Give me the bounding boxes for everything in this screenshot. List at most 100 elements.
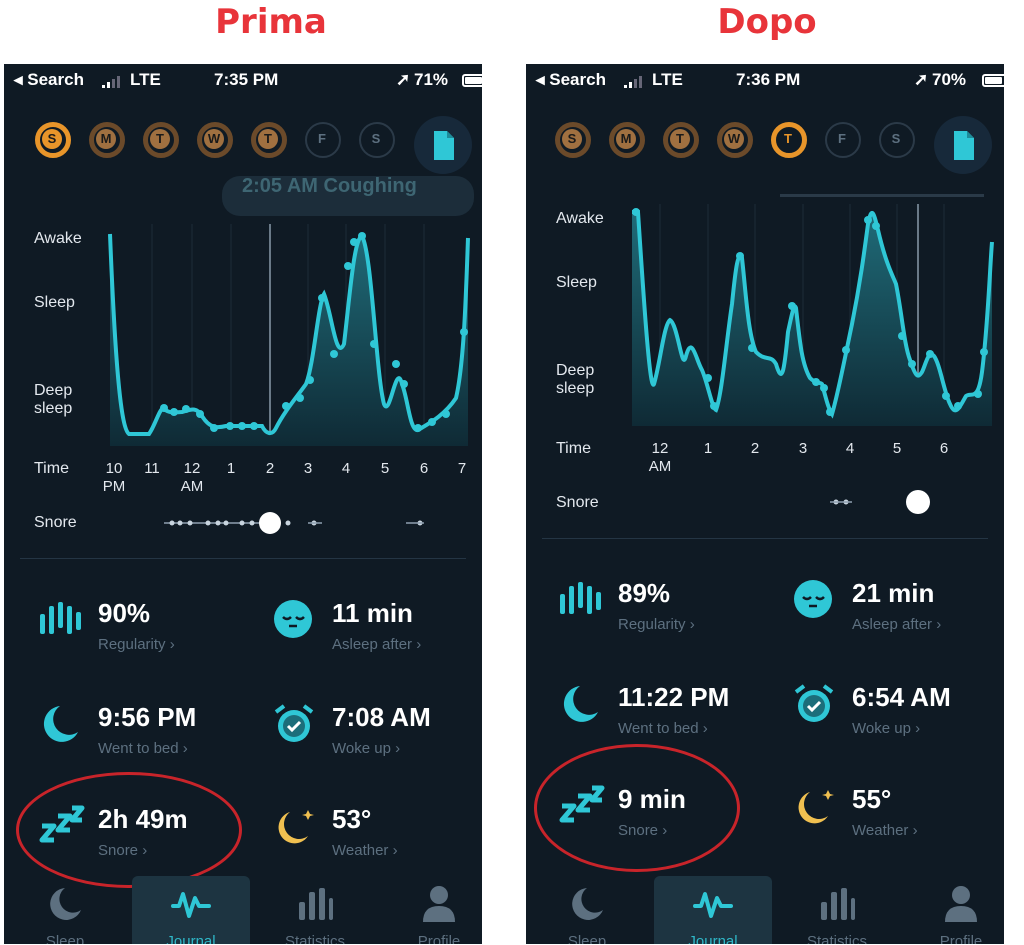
alarm-clock-icon	[274, 704, 314, 742]
tab-profile[interactable]: Profile	[902, 876, 1004, 944]
y-label-awake: Awake	[34, 230, 82, 247]
x-tick: 4	[341, 460, 351, 477]
x-tick: 6	[939, 440, 949, 457]
stat-asleep-after[interactable]: 11 min Asleep after ›	[272, 598, 482, 668]
weather-label: Weather ›	[332, 842, 398, 859]
heading-before: Prima	[215, 2, 327, 42]
heading-after: Dopo	[717, 2, 817, 42]
day-sat[interactable]: S	[359, 122, 395, 158]
stat-regularity[interactable]: 90% Regularity ›	[38, 598, 258, 668]
day-mon[interactable]: M	[609, 122, 645, 158]
y-label-deep: Deep sleep	[34, 382, 73, 417]
report-button[interactable]	[934, 116, 992, 174]
stat-woke-up[interactable]: 6:54 AM Woke up ›	[792, 682, 1004, 752]
document-icon	[434, 131, 454, 160]
day-thu[interactable]: T	[251, 122, 287, 158]
stat-went-to-bed[interactable]: 11:22 PM Went to bed ›	[558, 682, 778, 752]
asleep-after-label: Asleep after ›	[332, 636, 422, 653]
tab-journal[interactable]: Journal	[654, 876, 772, 944]
divider	[20, 558, 466, 559]
stat-regularity[interactable]: 89% Regularity ›	[558, 578, 778, 648]
status-carrier[interactable]: ◂ Search	[536, 70, 606, 89]
tab-sleep[interactable]: Sleep	[6, 876, 124, 944]
day-mon[interactable]: M	[89, 122, 125, 158]
regularity-icon	[560, 582, 601, 614]
stat-woke-up[interactable]: 7:08 AM Woke up ›	[272, 702, 482, 772]
tab-profile[interactable]: Profile	[380, 876, 482, 944]
day-sun[interactable]: S	[555, 122, 591, 158]
moon-icon	[572, 888, 603, 920]
regularity-value: 90%	[98, 598, 151, 628]
time-label: Time	[556, 440, 591, 457]
tab-statistics[interactable]: Statistics	[778, 876, 896, 944]
sleep-graph	[108, 224, 470, 446]
regularity-value: 89%	[618, 578, 671, 608]
bar-chart-icon	[821, 888, 855, 920]
location-icon: ➚	[914, 70, 929, 89]
status-battery: 70%	[932, 70, 967, 89]
alarm-clock-icon	[794, 684, 834, 722]
pulse-icon	[693, 892, 733, 918]
x-tick: 7	[457, 460, 467, 477]
day-thu[interactable]: T	[771, 122, 807, 158]
weather-value: 53°	[332, 804, 372, 834]
y-label-sleep: Sleep	[556, 274, 597, 291]
status-carrier[interactable]: ◂ Search	[14, 70, 84, 89]
day-fri[interactable]: F	[825, 122, 861, 158]
sleep-graph	[632, 204, 994, 426]
tab-bar: Sleep Journal Statistics Profile	[4, 876, 482, 944]
snore-cursor	[259, 512, 281, 534]
stat-went-to-bed[interactable]: 9:56 PM Went to bed ›	[38, 702, 258, 772]
report-button[interactable]	[414, 116, 472, 174]
woke-up-value: 6:54 AM	[852, 682, 951, 712]
stat-weather[interactable]: 55° Weather ›	[792, 784, 1004, 854]
tab-bar: Sleep Journal Statistics Profile	[526, 876, 1004, 944]
stat-weather[interactable]: 53° Weather ›	[272, 804, 482, 874]
tab-journal[interactable]: Journal	[132, 876, 250, 944]
person-icon	[945, 886, 977, 922]
bar-chart-icon	[299, 888, 333, 920]
pulse-icon	[171, 892, 211, 918]
signal-icon	[102, 76, 120, 88]
battery-icon	[462, 74, 482, 87]
moon-icon	[43, 706, 78, 742]
weather-value: 55°	[852, 784, 892, 814]
day-sat[interactable]: S	[879, 122, 915, 158]
day-sun[interactable]: S	[35, 122, 71, 158]
event-banner[interactable]: 2:05 AM Coughing	[222, 176, 474, 216]
moon-icon	[50, 888, 81, 920]
x-tick: 6	[419, 460, 429, 477]
status-time: 7:35 PM	[214, 70, 279, 89]
status-bar: ◂ Search LTE 7:35 PM ➚ 71%	[4, 68, 482, 94]
went-to-bed-label: Went to bed ›	[98, 740, 188, 757]
moon-star-icon	[278, 810, 314, 844]
day-tue[interactable]: T	[663, 122, 699, 158]
x-tick: 12 AM	[180, 460, 204, 495]
y-label-sleep: Sleep	[34, 294, 75, 311]
snore-cursor	[906, 490, 930, 514]
x-tick: 2	[750, 440, 760, 457]
tab-sleep[interactable]: Sleep	[528, 876, 646, 944]
day-tue[interactable]: T	[143, 122, 179, 158]
day-fri[interactable]: F	[305, 122, 341, 158]
sleep-area	[110, 234, 468, 446]
weather-label: Weather ›	[852, 822, 918, 839]
banner-edge	[780, 194, 984, 197]
tab-statistics[interactable]: Statistics	[256, 876, 374, 944]
sleep-area	[632, 212, 992, 426]
status-battery: 71%	[414, 70, 449, 89]
sleepy-face-icon	[274, 600, 312, 638]
x-tick: 10 PM	[102, 460, 126, 495]
x-tick: 12 AM	[648, 440, 672, 475]
x-tick: 4	[845, 440, 855, 457]
woke-up-value: 7:08 AM	[332, 702, 431, 732]
time-label: Time	[34, 460, 69, 477]
day-wed[interactable]: W	[717, 122, 753, 158]
status-network: LTE	[130, 70, 161, 89]
snore-track	[830, 490, 930, 514]
y-label-deep: Deep sleep	[556, 362, 595, 397]
stat-asleep-after[interactable]: 21 min Asleep after ›	[792, 578, 1004, 648]
status-time: 7:36 PM	[736, 70, 801, 89]
day-wed[interactable]: W	[197, 122, 233, 158]
x-tick: 3	[798, 440, 808, 457]
